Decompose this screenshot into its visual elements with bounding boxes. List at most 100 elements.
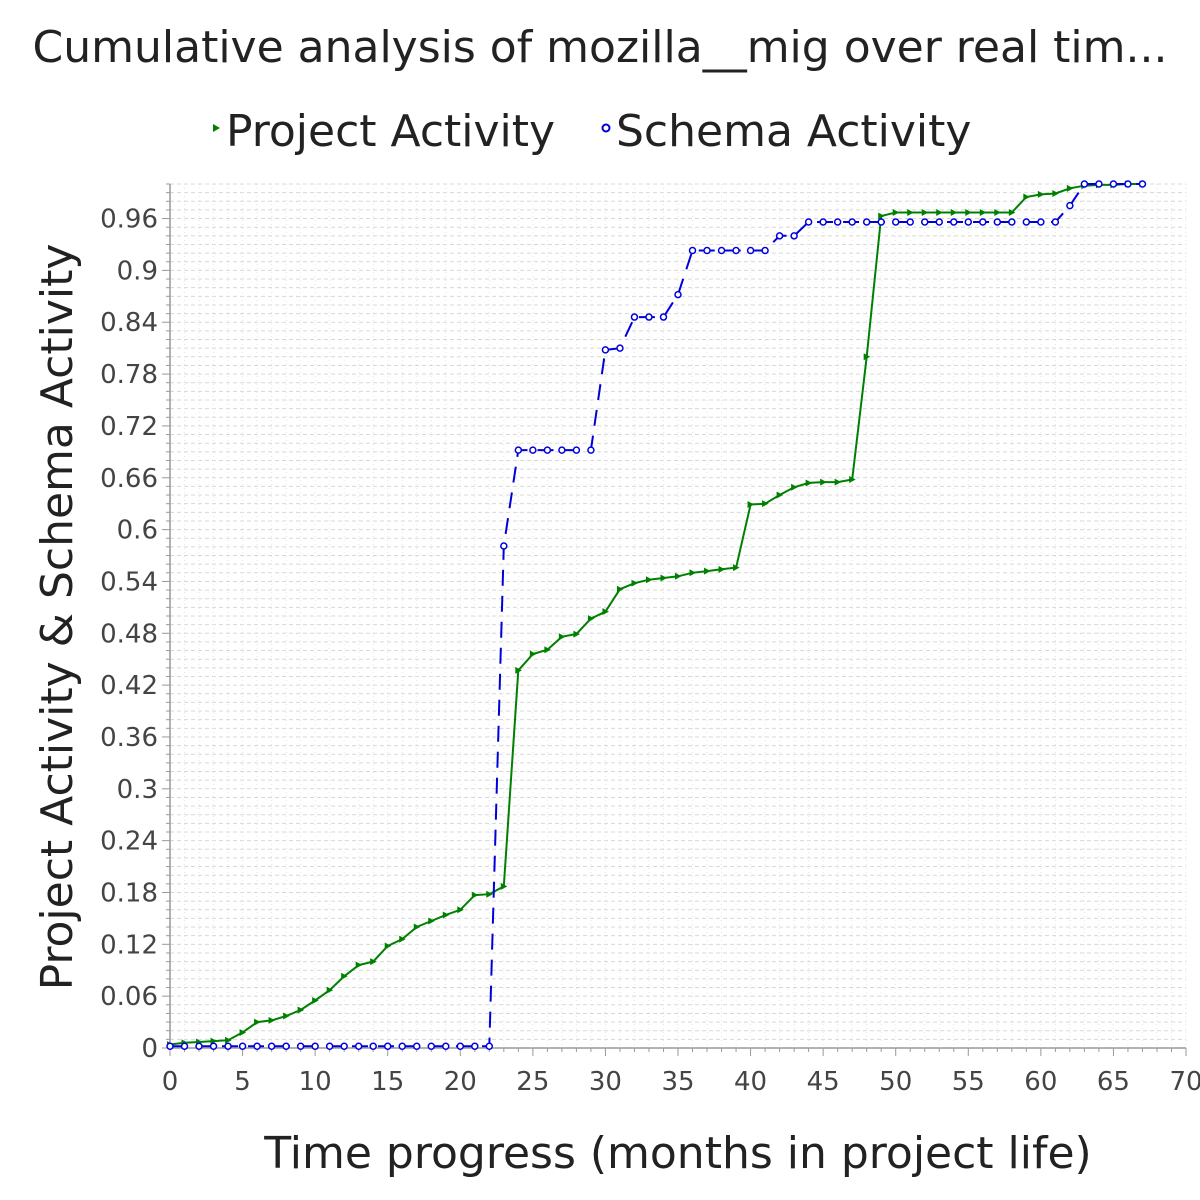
data-point xyxy=(892,209,900,217)
data-point xyxy=(297,1006,305,1014)
data-point xyxy=(543,446,552,454)
data-point xyxy=(573,630,580,638)
data-point xyxy=(500,542,508,550)
data-point xyxy=(863,353,871,361)
data-point xyxy=(1008,218,1016,226)
data-point xyxy=(238,1042,247,1051)
data-point xyxy=(616,344,624,352)
data-point xyxy=(805,479,813,487)
data-point xyxy=(180,1042,189,1051)
x-tick-label: 10 xyxy=(299,1067,332,1097)
x-tick-label: 5 xyxy=(234,1067,251,1097)
chart-title: Cumulative analysis of mozilla__mig over… xyxy=(33,22,1168,73)
data-point xyxy=(370,958,377,966)
data-point xyxy=(775,232,784,240)
data-point xyxy=(369,1042,377,1051)
data-point xyxy=(268,1016,276,1024)
data-point xyxy=(630,313,639,321)
data-point xyxy=(776,491,784,499)
data-point xyxy=(1080,180,1089,188)
data-point xyxy=(906,218,914,226)
x-axis-ticks: 0 5 10 15 20 25 30 35 40 45 50 55 60 65 70 xyxy=(162,1048,1200,1097)
data-point xyxy=(398,1042,406,1051)
data-point xyxy=(762,500,769,508)
x-tick-label: 25 xyxy=(516,1067,549,1097)
y-tick-label: 0.42 xyxy=(100,671,158,701)
data-point xyxy=(283,1012,290,1020)
legend-label-schema-activity: Schema Activity xyxy=(616,106,971,157)
data-point xyxy=(384,942,392,950)
data-point xyxy=(500,882,508,890)
data-point xyxy=(733,564,740,572)
data-point xyxy=(442,1042,450,1051)
data-point xyxy=(921,209,929,217)
data-point xyxy=(355,961,363,969)
data-point xyxy=(601,346,610,354)
data-point xyxy=(558,446,566,454)
data-point xyxy=(833,218,842,226)
data-point xyxy=(878,212,885,220)
data-point xyxy=(718,565,726,573)
data-point xyxy=(645,313,653,321)
data-point xyxy=(993,218,1002,226)
y-axis-label: Project Activity & Schema Activity xyxy=(32,244,83,991)
data-point xyxy=(340,1042,348,1051)
data-point xyxy=(428,917,435,925)
data-point xyxy=(848,218,856,226)
data-point xyxy=(1109,180,1118,188)
x-tick-label: 40 xyxy=(734,1067,767,1097)
data-point xyxy=(224,1042,232,1051)
data-point xyxy=(1138,180,1147,188)
data-point xyxy=(456,1042,465,1051)
data-point xyxy=(312,996,319,1004)
x-tick-label: 15 xyxy=(371,1067,404,1097)
data-point xyxy=(674,290,682,299)
legend-marker-project-activity xyxy=(213,124,220,132)
data-point xyxy=(819,218,827,226)
data-point xyxy=(688,246,697,255)
data-point xyxy=(675,572,682,580)
y-tick-label: 0 xyxy=(141,1034,158,1064)
x-tick-label: 30 xyxy=(589,1067,622,1097)
legend: Project Activity Schema Activity xyxy=(213,106,971,157)
data-point xyxy=(979,218,987,226)
data-point xyxy=(920,218,929,226)
y-tick-label: 0.72 xyxy=(100,412,158,442)
y-tick-label: 0.24 xyxy=(100,827,158,857)
y-tick-label: 0.36 xyxy=(100,723,158,753)
y-tick-label: 0.18 xyxy=(100,878,158,908)
data-point xyxy=(341,972,348,980)
data-point xyxy=(544,646,551,654)
data-point xyxy=(994,209,1001,217)
x-tick-label: 55 xyxy=(952,1067,985,1097)
data-point xyxy=(1066,184,1074,192)
data-point xyxy=(1095,180,1103,188)
data-point xyxy=(791,483,798,491)
data-point xyxy=(471,891,479,899)
data-point xyxy=(282,1042,290,1051)
data-point xyxy=(660,574,667,582)
data-point xyxy=(877,218,885,226)
data-point xyxy=(746,246,755,255)
data-point xyxy=(225,1036,232,1044)
data-point xyxy=(732,246,740,255)
data-point xyxy=(1023,193,1030,201)
grid xyxy=(169,183,1187,1049)
data-point xyxy=(267,1042,276,1051)
data-point xyxy=(514,446,523,454)
data-point xyxy=(703,246,711,255)
data-point xyxy=(950,209,958,217)
series-line-project-activity xyxy=(169,183,1143,1046)
data-point xyxy=(965,209,972,217)
data-point xyxy=(834,478,842,486)
data-point xyxy=(325,1042,334,1051)
data-point xyxy=(515,666,522,674)
data-point xyxy=(457,906,464,914)
y-tick-label: 0.54 xyxy=(100,567,158,597)
data-point xyxy=(413,923,421,931)
data-point xyxy=(907,209,914,217)
data-point xyxy=(820,478,827,486)
data-point xyxy=(471,1042,479,1051)
data-point xyxy=(253,1042,261,1051)
